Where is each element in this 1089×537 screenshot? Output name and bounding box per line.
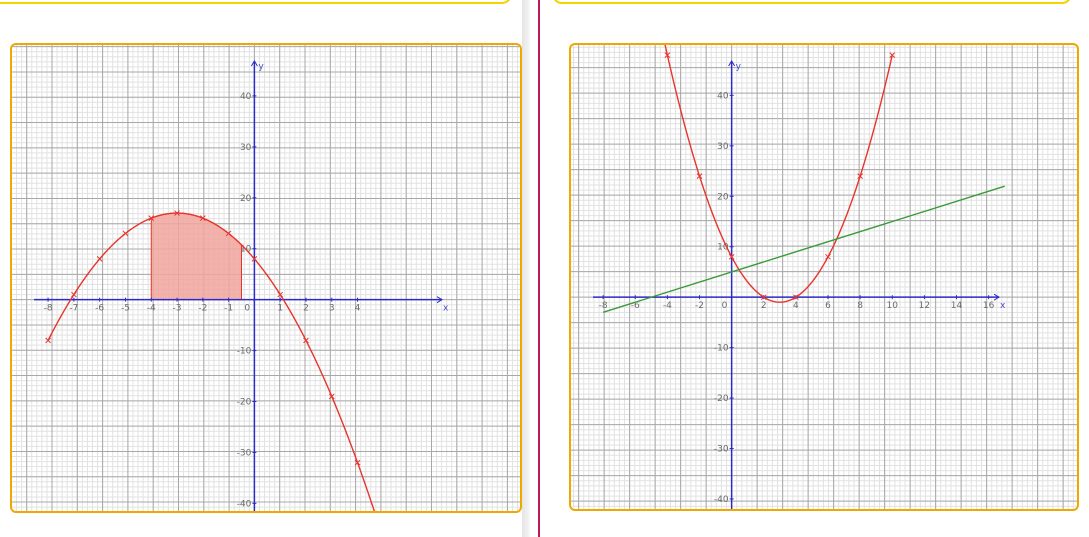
y-axis-arrow xyxy=(728,60,736,67)
data-point xyxy=(889,52,896,58)
x-axis-arrow xyxy=(993,293,1000,301)
x-tick-label: 8 xyxy=(857,301,863,311)
column-divider xyxy=(538,0,540,537)
y-tick-label: -30 xyxy=(237,448,252,458)
data-point xyxy=(96,256,103,262)
gutter-shadow xyxy=(522,0,530,537)
data-point xyxy=(696,173,703,179)
y-tick-label: -40 xyxy=(237,499,252,509)
x-tick-label: -5 xyxy=(121,304,130,314)
data-point xyxy=(728,253,735,260)
graph-2: x y -8 -6 -4 -2 0 2 4 6 8 10 12 14 16 40 30 20 10 -10 -20 -30… xyxy=(569,43,1079,511)
y-tick-label: 40 xyxy=(240,92,252,102)
x-tick-label: -4 xyxy=(147,304,156,314)
data-point xyxy=(122,230,129,237)
data-point xyxy=(793,294,799,301)
x-axis-label: x xyxy=(1000,301,1006,311)
series-curve xyxy=(47,212,376,511)
y-tick-label: 30 xyxy=(717,142,729,152)
x-tick-label: -8 xyxy=(44,304,53,314)
graph-1: x y -8 -7 -6 -5 -4 -3 -2 -1 0 1 2 3 4 40 30 20 10 -10 -20 -30… xyxy=(10,43,522,513)
y-tick-label: -10 xyxy=(237,347,252,357)
y-axis-label: y xyxy=(258,62,264,72)
top-card-right xyxy=(552,0,1072,4)
data-point xyxy=(277,291,284,298)
data-point xyxy=(45,337,51,344)
x-tick-label: -4 xyxy=(663,301,672,311)
x-tick-label: 10 xyxy=(887,301,899,311)
y-tick-label: 10 xyxy=(717,243,729,253)
x-tick-label: -2 xyxy=(198,304,207,314)
graph-2-canvas: xy-8 -6 -4 -2 0 2 4 6 8 10 12 14 1640302010-10-20-30… xyxy=(571,45,1077,509)
data-point xyxy=(199,215,206,222)
data-point xyxy=(354,459,361,466)
data-point xyxy=(174,210,180,216)
top-card-left xyxy=(0,0,512,4)
x-tick-label: 12 xyxy=(919,301,930,311)
data-point xyxy=(251,256,258,262)
y-tick-label: -40 xyxy=(714,495,729,505)
x-tick-label: 0 xyxy=(722,301,728,311)
data-point xyxy=(857,173,863,179)
data-point xyxy=(303,337,309,344)
x-tick-label: -7 xyxy=(69,304,78,314)
x-tick-label: 6 xyxy=(825,301,831,311)
y-tick-label: 40 xyxy=(717,91,729,101)
x-axis-label: x xyxy=(443,304,449,314)
x-tick-label: 4 xyxy=(355,304,361,314)
x-tick-label: 14 xyxy=(951,301,963,311)
x-tick-label: 0 xyxy=(244,304,250,314)
y-tick-label: -20 xyxy=(237,398,252,408)
y-tick-label: 20 xyxy=(717,192,729,202)
x-tick-label: 16 xyxy=(983,301,995,311)
graph-1-canvas: xy-8 -7 -6 -5 -4 -3 -2 -1 0 1 2 3 440302010-10-20-30… xyxy=(12,45,520,511)
y-tick-label: -20 xyxy=(714,394,729,404)
x-tick-label: -2 xyxy=(695,301,704,311)
y-tick-label: 30 xyxy=(240,143,252,153)
y-tick-label: 20 xyxy=(240,194,252,204)
data-point xyxy=(825,253,831,260)
y-axis-label: y xyxy=(736,62,742,72)
x-tick-label: -1 xyxy=(224,304,233,314)
x-tick-label: 2 xyxy=(761,301,767,311)
y-axis-arrow xyxy=(250,60,258,67)
x-tick-label: 2 xyxy=(303,304,309,314)
series-curve xyxy=(664,45,893,303)
x-tick-label: -6 xyxy=(95,304,104,314)
data-point xyxy=(148,215,155,222)
x-tick-label: 3 xyxy=(329,304,335,314)
series-line xyxy=(602,185,1005,313)
y-tick-label: -10 xyxy=(714,344,729,354)
x-tick-label: -6 xyxy=(631,301,640,311)
y-tick-label: -30 xyxy=(714,444,729,454)
data-point xyxy=(328,393,335,400)
data-point xyxy=(760,294,767,301)
data-point xyxy=(664,52,671,58)
shaded-area xyxy=(150,212,243,301)
data-point xyxy=(225,230,232,237)
x-tick-label: -3 xyxy=(173,304,182,314)
x-axis-arrow xyxy=(436,296,443,304)
data-point xyxy=(71,291,77,298)
x-tick-label: 1 xyxy=(277,304,283,314)
x-tick-label: -8 xyxy=(599,301,608,311)
x-tick-label: 4 xyxy=(793,301,799,311)
